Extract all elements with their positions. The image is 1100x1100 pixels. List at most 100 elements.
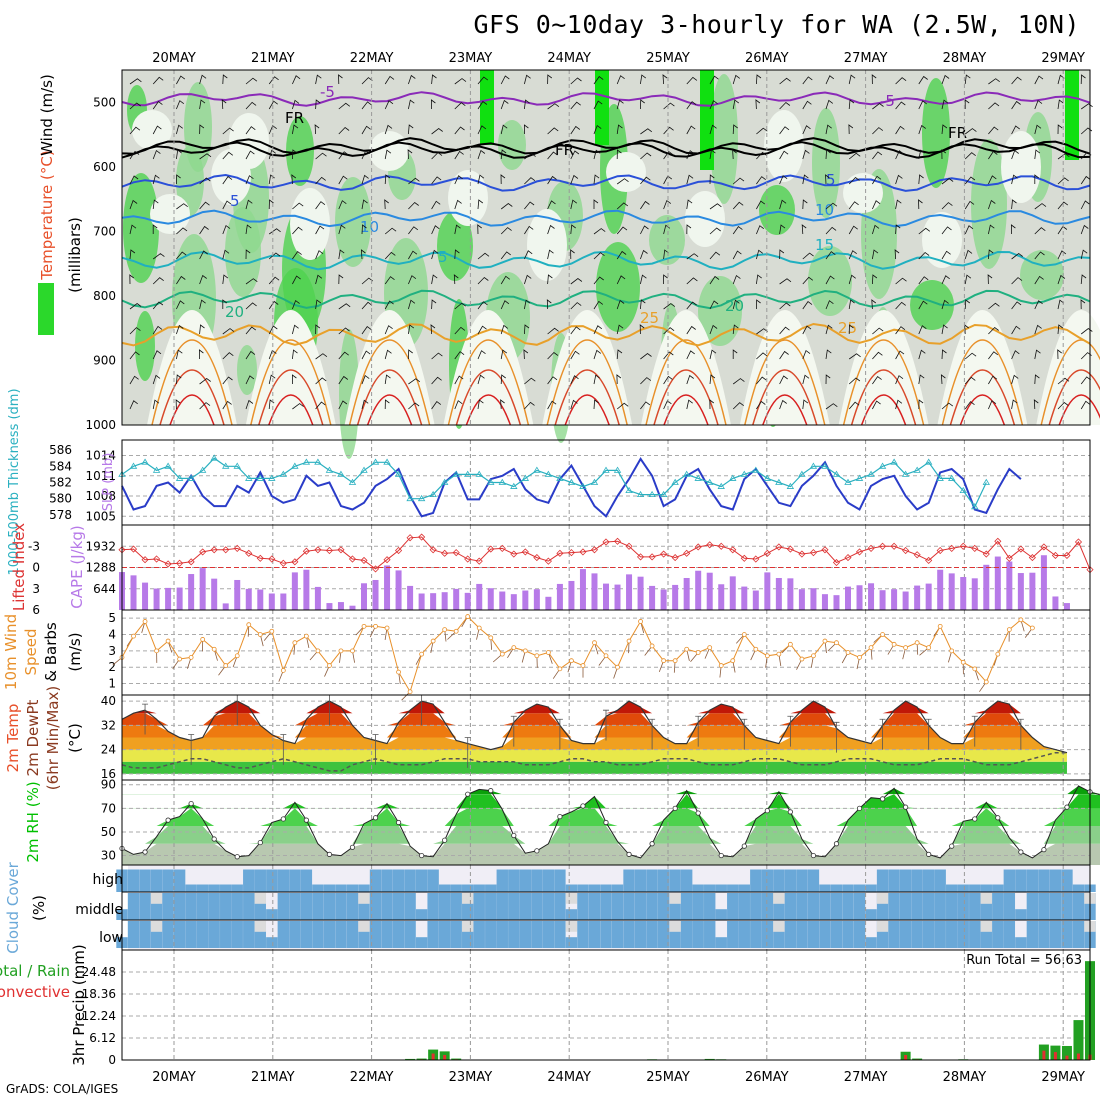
- cloud-bar: [980, 884, 992, 892]
- cape-bar: [545, 596, 552, 610]
- isotherm-30: [1040, 339, 1100, 426]
- wind-speed-point: [211, 646, 217, 652]
- cloud-bar: [404, 893, 416, 920]
- rh-point: [534, 848, 540, 854]
- cloud-bar: [346, 893, 359, 920]
- rh-point: [511, 832, 517, 839]
- wind-barb: [129, 126, 141, 135]
- wind-barb: [663, 400, 672, 410]
- cape-bar: [349, 605, 356, 610]
- cloud-gap: [150, 893, 163, 904]
- thickness-point: [913, 466, 921, 473]
- cloud-bar: [842, 884, 854, 892]
- wind-barb: [176, 349, 183, 360]
- minmax-errorbar: [556, 718, 563, 750]
- cloud-bar: [899, 893, 912, 920]
- minmax-errorbar: [649, 718, 656, 750]
- thickness-point: [798, 470, 806, 477]
- cloud-bar: [381, 921, 393, 948]
- wind-barb: [616, 299, 625, 310]
- wind-speed-point: [857, 655, 862, 660]
- wind-barb: [315, 74, 322, 85]
- date-label-bottom: 23MAY: [449, 1070, 493, 1085]
- lifted-index-point: [1051, 551, 1059, 560]
- date-label-bottom: 22MAY: [350, 1070, 394, 1085]
- wind-barb: [593, 124, 602, 135]
- wind-barb: [756, 127, 768, 135]
- cloud-bar: [335, 921, 347, 948]
- wind-barb: [825, 99, 834, 110]
- cloud-bar: [473, 884, 485, 892]
- cloud-bar: [185, 921, 197, 948]
- wind-barb: [825, 374, 831, 385]
- thickness-point: [948, 474, 956, 481]
- lifted-index-point: [602, 538, 610, 546]
- wind-barb: [1011, 199, 1017, 210]
- wind-barb: [802, 125, 811, 135]
- y-tick-label: 90: [101, 778, 116, 792]
- wind-barb: [547, 175, 557, 185]
- cape-bar: [614, 584, 621, 610]
- cloud-bar: [196, 884, 209, 892]
- cloud-bar: [462, 893, 474, 920]
- cloud-bar: [911, 921, 923, 948]
- wind-barb: [292, 202, 304, 210]
- cape-bar: [1052, 596, 1059, 610]
- wind-barb: [338, 327, 350, 335]
- thickness-point: [383, 458, 391, 465]
- wind-barb: [1057, 177, 1069, 185]
- wind-barb: [523, 349, 529, 360]
- ylabel-thickness: 1000-500mb Thickness (dm): [7, 388, 22, 575]
- wind-barb: [408, 349, 413, 360]
- ylabel-cloud: Cloud Cover: [4, 861, 22, 953]
- wind-barb: [408, 402, 420, 410]
- wind-barb: [895, 125, 905, 135]
- wind-barb: [292, 299, 300, 310]
- wind-barb: [732, 274, 741, 285]
- y-tick-label: 900: [93, 353, 116, 367]
- minmax-errorbar: [925, 718, 932, 750]
- wind-barb: [176, 324, 184, 335]
- wind-barb: [825, 403, 838, 410]
- wind-barb: [431, 74, 437, 85]
- lifted-index-point: [452, 549, 460, 557]
- cloud-bar: [208, 893, 220, 920]
- wind-barb: [176, 174, 181, 185]
- wind-barb: [268, 149, 276, 160]
- wind-barb: [361, 350, 371, 360]
- wind-barb: [454, 150, 464, 160]
- cloud-bar: [1026, 921, 1039, 948]
- cloud-bar: [289, 869, 301, 892]
- wind-speed-point: [880, 632, 885, 637]
- thickness-point: [210, 454, 218, 461]
- cape-bar: [845, 586, 851, 610]
- wind-barb: [315, 324, 321, 335]
- contour-label: FR: [555, 141, 574, 159]
- wind-speed-point: [926, 645, 932, 650]
- lifted-index-point: [360, 556, 368, 564]
- wind-speed-point: [384, 625, 390, 631]
- wind-barb: [245, 199, 253, 210]
- wind-barb: [199, 201, 210, 210]
- cloud-bar: [911, 893, 923, 920]
- cloud-bar: [1038, 869, 1050, 892]
- wind-barb: [524, 99, 530, 110]
- contour-label: 25: [640, 309, 659, 327]
- cloud-bar: [243, 893, 255, 920]
- wind-barb: [338, 74, 343, 85]
- lifted-index-point: [971, 544, 979, 552]
- wind-barb: [1057, 299, 1065, 310]
- rh-dry-area: [150, 194, 190, 234]
- wind-barb: [524, 225, 534, 235]
- wind-barb: [732, 378, 745, 385]
- contour-label: 20: [725, 297, 744, 315]
- cloud-bar: [173, 893, 186, 920]
- cape-bar: [637, 576, 644, 610]
- wind-barb: [802, 276, 814, 285]
- cloud-bar: [750, 869, 762, 892]
- y-tick-label: 600: [93, 160, 116, 174]
- wind-barb: [941, 124, 948, 135]
- wind-barb: [593, 325, 603, 335]
- cloud-bar: [865, 909, 877, 920]
- wind-barb: [152, 101, 163, 110]
